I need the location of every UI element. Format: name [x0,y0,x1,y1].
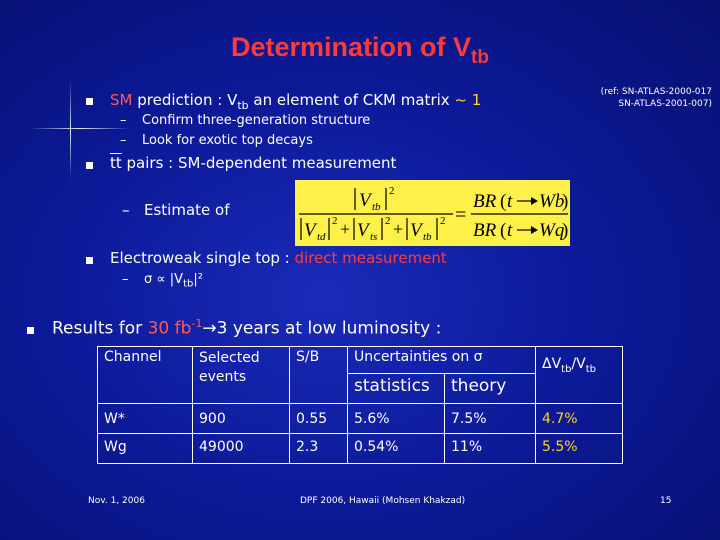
tt-symbol: tt [110,154,122,172]
table-row: W* 900 0.55 5.6% 7.5% 4.7% [97,403,623,434]
formula-plus: + [393,219,403,239]
svg-text:(: ( [500,220,506,241]
cell-delta-vtb: 5.5% [535,433,623,464]
bullet-square [86,162,93,169]
header-delta-vtb: ΔVtb/Vtb [535,346,623,404]
header-channel: Channel [97,346,193,404]
formula-t-den: t [507,220,513,241]
decorative-line-vertical [70,80,71,180]
reference-line-2: SN-ATLAS-2001-007) [618,99,712,109]
formula-v-tb: V [410,220,424,241]
slide-title: Determination of Vtb [231,32,489,68]
bullet-square [27,327,34,334]
cell-events: 49000 [192,433,290,464]
footer-page-number: 15 [660,496,672,506]
svg-text:): ) [562,191,568,212]
cell-statistics: 5.6% [347,403,445,434]
formula-t-num: t [507,191,513,212]
formula-wq: Wq [539,220,565,241]
footer-date: Nov. 1, 2006 [88,496,145,506]
cell-channel: Wg [97,433,193,464]
header-statistics: statistics [347,373,445,404]
cell-channel: W* [97,403,193,434]
vtb-ratio-formula: V tb 2 V td 2 + V ts 2 + V tb 2 = BR ( t… [295,180,570,246]
formula-exp: 2 [389,185,395,197]
approx-one: ~ 1 [454,91,482,109]
header-selected-events: Selected events [192,346,290,404]
formula-br-den: BR [473,220,497,241]
cell-sb: 0.55 [289,403,348,434]
svg-text:): ) [562,220,568,241]
formula-plus: + [340,219,350,239]
formula-td: td [317,231,326,243]
decorative-line-horizontal [30,128,130,129]
bullet-single-top: Electroweak single top : direct measurem… [110,249,447,267]
formula-exp: 2 [332,215,338,227]
bullet-square [86,257,93,264]
formula-wb: Wb [539,191,564,212]
results-heading: Results for 30 fb-1→3 years at low lumin… [52,317,442,339]
header-uncertainties: Uncertainties on σ [347,346,536,374]
table-row: Wg 49000 2.3 0.54% 11% 5.5% [97,433,623,464]
formula-exp: 2 [385,215,391,227]
sigma-proportional-line: – σ ∝ |Vtb|² [122,272,203,290]
formula-v-ts: V [357,220,371,241]
header-sb: S/B [289,346,348,404]
bullet-sm-prediction: SM prediction : Vtb an element of CKM ma… [110,91,482,112]
bullet-square [86,98,93,105]
cell-statistics: 0.54% [347,433,445,464]
cell-theory: 11% [444,433,536,464]
formula-tb-den: tb [423,231,432,243]
formula-tb-num: tb [372,201,381,213]
sub-item-ckm: – Confirm three-generation structure [120,113,371,128]
reference-note: (ref: SN-ATLAS-2000-017 SN-ATLAS-2001-00… [601,86,712,110]
footer-conference: DPF 2006, Hawaii (Mohsen Khakzad) [300,496,466,506]
cell-delta-vtb: 4.7% [535,403,623,434]
cell-theory: 7.5% [444,403,536,434]
header-theory: theory [444,373,536,404]
formula-exp: 2 [440,215,446,227]
results-table: Channel Selected events S/B Uncertaintie… [97,346,623,464]
svg-text:(: ( [500,191,506,212]
formula-ts: ts [370,231,377,243]
table-header-row: Channel Selected events S/B Uncertaintie… [97,346,623,404]
formula-v-td: V [304,220,318,241]
formula-br-num: BR [473,191,497,212]
formula-equals: = [455,204,466,226]
bullet-tt-pairs: tt pairs : SM-dependent measurement [110,154,397,172]
formula-v-num: V [359,190,373,211]
reference-line-1: (ref: SN-ATLAS-2000-017 [600,87,712,97]
sm-label: SM [110,91,133,109]
cell-events: 900 [192,403,290,434]
cell-sb: 2.3 [289,433,348,464]
sub-item-exotic: – Look for exotic top decays [120,133,313,148]
estimate-line: – Estimate of [122,201,230,219]
direct-measurement-label: direct measurement [294,249,447,267]
